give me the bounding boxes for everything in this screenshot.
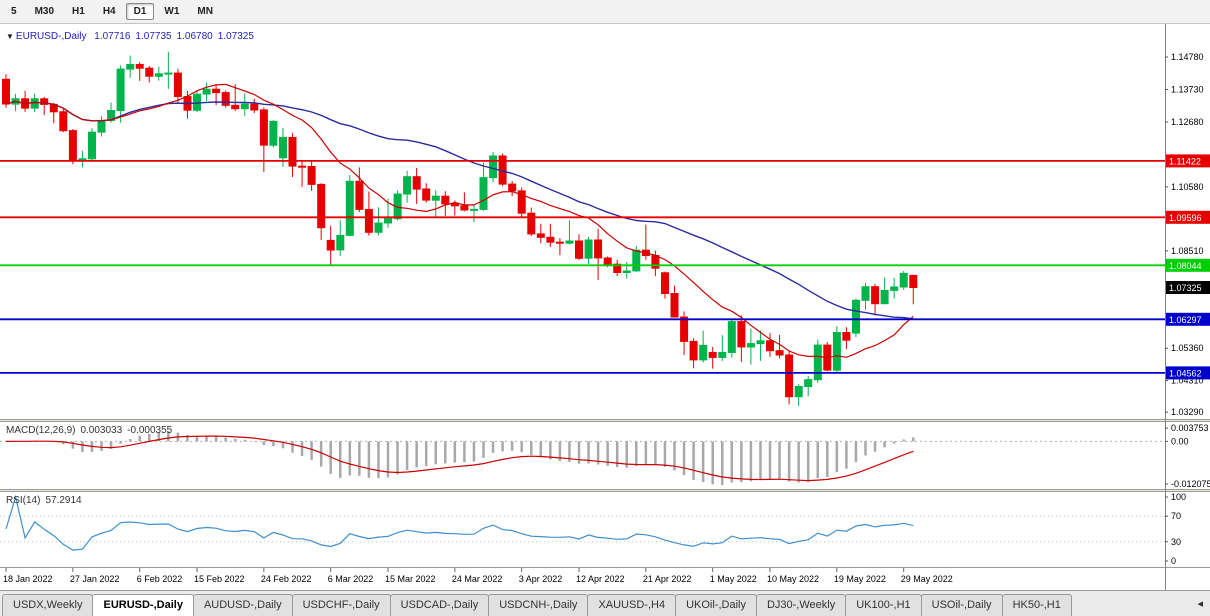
- price-badge: [1166, 210, 1210, 224]
- macd-label: MACD(12,26,9): [6, 425, 76, 436]
- price-axis-label: 1.14780: [1171, 52, 1204, 62]
- chart-symbol-label: EURUSD-,Daily: [15, 31, 87, 42]
- pane-divider[interactable]: [0, 489, 1210, 492]
- price-badge: [1166, 281, 1210, 294]
- rsi-axis-label: 0: [1171, 556, 1176, 566]
- chart-canvas[interactable]: 1.14780 1.13730 1.12680 1.10580 1.08510 1.053…: [0, 24, 1210, 590]
- svg-text:1.04562: 1.04562: [1169, 368, 1202, 378]
- rsi-axis-label: 30: [1171, 537, 1181, 547]
- timeframe-button-5[interactable]: 5: [11, 6, 17, 17]
- ma-fast-line: [5, 83, 914, 359]
- ohlc-low-value: 1.06780: [176, 31, 213, 42]
- macd-indicator-header: MACD(12,26,9) 0.003033 -0.000355: [6, 425, 177, 436]
- date-axis-label: 29 May 2022: [901, 574, 953, 584]
- date-axis-label: 21 Apr 2022: [643, 574, 692, 584]
- price-axis-label: 1.08510: [1171, 246, 1204, 256]
- chart-tab-usdcnh-daily[interactable]: USDCNH-,Daily: [488, 594, 589, 616]
- timeframe-button-m30[interactable]: M30: [34, 6, 55, 17]
- chart-tab-eurusd-daily[interactable]: EURUSD-,Daily: [92, 594, 194, 616]
- date-axis-label: 18 Jan 2022: [3, 574, 53, 584]
- date-axis-label: 24 Feb 2022: [261, 574, 312, 584]
- price-badge: [1166, 366, 1210, 380]
- macd-axis-label: 0.00: [1171, 436, 1189, 446]
- date-axis-label: 3 Apr 2022: [519, 574, 563, 584]
- macd-axis-label: -0.012075: [1171, 479, 1210, 489]
- date-axis-label: 27 Jan 2022: [70, 574, 120, 584]
- timeframe-button-h4[interactable]: H4: [102, 6, 116, 17]
- candlestick-series: [2, 51, 918, 406]
- chart-tab-uk100-h1[interactable]: UK100-,H1: [845, 594, 922, 616]
- timeframe-button-d1[interactable]: D1: [125, 3, 155, 20]
- pane-divider[interactable]: [0, 419, 1210, 422]
- svg-text:1.06297: 1.06297: [1169, 315, 1202, 325]
- timeframe-button-w1[interactable]: W1: [164, 6, 180, 17]
- price-axis-label: 1.13730: [1171, 85, 1204, 95]
- rsi-value: 57.2914: [45, 495, 82, 506]
- date-axis-label: 10 May 2022: [767, 574, 819, 584]
- date-axis-label: 24 Mar 2022: [452, 574, 503, 584]
- price-axis-label: 1.04310: [1171, 376, 1204, 386]
- price-axis-label: 1.03290: [1171, 407, 1204, 417]
- macd-axis-label: 0.003753: [1171, 423, 1209, 433]
- timeframe-button-mn[interactable]: MN: [197, 6, 213, 17]
- price-badge: [1166, 312, 1210, 326]
- svg-text:1.09596: 1.09596: [1169, 213, 1202, 223]
- price-axis-label: 1.12680: [1171, 117, 1204, 127]
- date-axis-label: 19 May 2022: [834, 574, 886, 584]
- macd-signal-value: -0.000355: [127, 425, 173, 436]
- ohlc-open-value: 1.07716: [94, 31, 131, 42]
- svg-text:1.07325: 1.07325: [1169, 283, 1202, 293]
- price-badge: [1166, 154, 1210, 168]
- macd-signal-line: [5, 435, 914, 482]
- macd-main-value: 0.003033: [80, 425, 123, 436]
- date-axis-label: 6 Mar 2022: [328, 574, 374, 584]
- timeframe-toolbar: 5 M30 H1 H4 D1 W1 MN: [0, 0, 1210, 24]
- chart-tab-dj30-weekly[interactable]: DJ30-,Weekly: [755, 594, 847, 616]
- svg-text:1.08044: 1.08044: [1169, 261, 1202, 271]
- chart-tab-audusd-daily[interactable]: AUDUSD-,Daily: [192, 594, 293, 616]
- chart-tab-usoil-daily[interactable]: USOil-,Daily: [920, 594, 1003, 616]
- tab-scroll-left-icon[interactable]: ◂: [1197, 598, 1203, 610]
- collapse-chart-icon[interactable]: ▼: [6, 32, 14, 41]
- date-axis-label: 1 May 2022: [710, 574, 757, 584]
- rsi-label: RSI(14): [6, 495, 41, 506]
- date-axis-label: 15 Feb 2022: [194, 574, 245, 584]
- chart-tab-xauusd-h4[interactable]: XAUUSD-,H4: [587, 594, 677, 616]
- timeframe-button-h1[interactable]: H1: [72, 6, 85, 17]
- ohlc-high-value: 1.07735: [135, 31, 172, 42]
- macd-histogram: [14, 431, 915, 486]
- date-axis-label: 6 Feb 2022: [137, 574, 183, 584]
- price-axis-label: 1.05360: [1171, 343, 1204, 353]
- rsi-axis-label: 100: [1171, 492, 1186, 502]
- rsi-axis-label: 70: [1171, 511, 1181, 521]
- chart-tab-usdcad-daily[interactable]: USDCAD-,Daily: [389, 594, 490, 616]
- chart-tab-ukoil-daily[interactable]: UKOil-,Daily: [675, 594, 757, 616]
- date-axis-label: 15 Mar 2022: [385, 574, 436, 584]
- price-axis-label: 1.10580: [1171, 182, 1204, 192]
- date-axis-label: 12 Apr 2022: [576, 574, 625, 584]
- price-badge: [1166, 258, 1210, 272]
- rsi-line: [5, 494, 914, 551]
- chart-ohlc-header: ▼ EURUSD-,Daily 1.07716 1.07735 1.06780 1.07…: [6, 31, 259, 42]
- svg-text:1.11422: 1.11422: [1169, 156, 1201, 166]
- chart-tab-usdx-weekly[interactable]: USDX,Weekly: [2, 594, 94, 616]
- chart-tab-hk50-h1[interactable]: HK50-,H1: [1001, 594, 1072, 616]
- ohlc-close-value: 1.07325: [217, 31, 254, 42]
- chart-tab-usdchf-daily[interactable]: USDCHF-,Daily: [291, 594, 391, 616]
- rsi-indicator-header: RSI(14) 57.2914: [6, 495, 87, 506]
- chart-tabbar: USDX,Weekly EURUSD-,Daily AUDUSD-,Daily USD…: [0, 590, 1210, 616]
